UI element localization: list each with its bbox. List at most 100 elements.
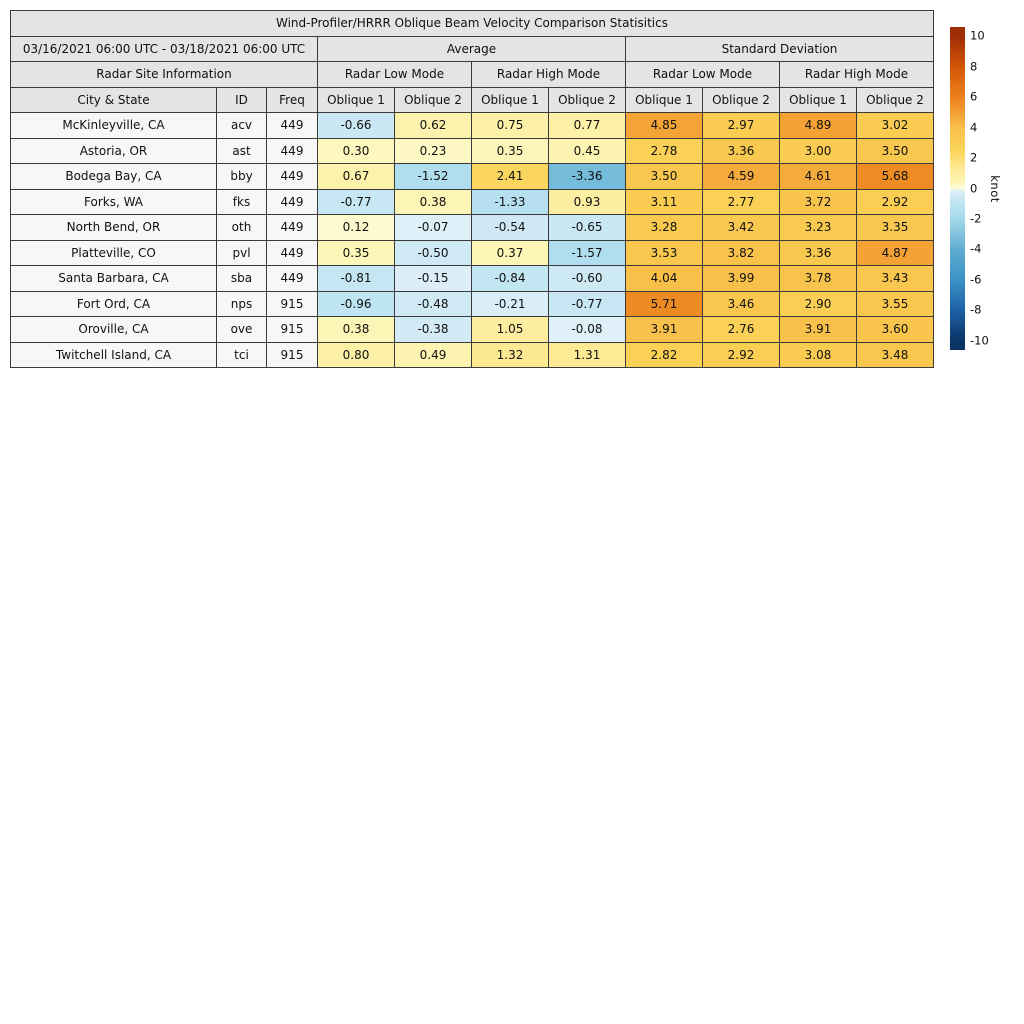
colorbar-tick-label: 10: [970, 28, 985, 43]
value-cell: 2.97: [702, 112, 780, 139]
value-cell: 0.35: [317, 239, 395, 266]
value-cell: 3.60: [856, 316, 934, 343]
group-header-row: 03/16/2021 06:00 UTC - 03/18/2021 06:00 …: [10, 35, 934, 62]
value-cell: 3.08: [779, 341, 857, 368]
id-cell: nps: [216, 290, 267, 317]
value-cell: 3.78: [779, 265, 857, 292]
value-cell: 0.80: [317, 341, 395, 368]
value-cell: 2.92: [702, 341, 780, 368]
id-cell: oth: [216, 214, 267, 241]
oblique1-header: Oblique 1: [779, 86, 857, 113]
city-cell: Bodega Bay, CA: [10, 163, 217, 190]
value-cell: -0.38: [394, 316, 472, 343]
oblique1-header: Oblique 1: [317, 86, 395, 113]
value-cell: -0.77: [317, 188, 395, 215]
value-cell: -0.50: [394, 239, 472, 266]
colorbar-tick-label: 8: [970, 58, 978, 73]
colorbar-tick-label: -4: [970, 241, 982, 256]
value-cell: 3.53: [625, 239, 703, 266]
oblique2-header: Oblique 2: [702, 86, 780, 113]
table-row: Oroville, CA ove 915 0.38 -0.38 1.05 -0.08 3.91…: [10, 316, 934, 343]
city-cell: Astoria, OR: [10, 137, 217, 164]
avg-high-mode-header: Radar High Mode: [471, 61, 626, 88]
value-cell: 3.91: [779, 316, 857, 343]
value-cell: 0.93: [548, 188, 626, 215]
sd-low-mode-header: Radar Low Mode: [625, 61, 780, 88]
value-cell: 4.89: [779, 112, 857, 139]
colorbar-tick-label: 4: [970, 119, 978, 134]
value-cell: 2.90: [779, 290, 857, 317]
colorbar: knot 10 8 6 4 2 0 -2 -4 -6 -8 -10: [950, 27, 1024, 350]
site-info-header: Radar Site Information: [10, 61, 318, 88]
colorbar-tick-label: -8: [970, 302, 982, 317]
id-cell: fks: [216, 188, 267, 215]
value-cell: 3.42: [702, 214, 780, 241]
city-cell: Fort Ord, CA: [10, 290, 217, 317]
id-cell: ast: [216, 137, 267, 164]
id-cell: acv: [216, 112, 267, 139]
value-cell: -0.65: [548, 214, 626, 241]
value-cell: 0.67: [317, 163, 395, 190]
city-cell: North Bend, OR: [10, 214, 217, 241]
value-cell: 3.72: [779, 188, 857, 215]
value-cell: 3.46: [702, 290, 780, 317]
freq-cell: 449: [266, 112, 318, 139]
id-cell: bby: [216, 163, 267, 190]
value-cell: 3.28: [625, 214, 703, 241]
value-cell: 0.30: [317, 137, 395, 164]
value-cell: 3.00: [779, 137, 857, 164]
value-cell: 3.36: [779, 239, 857, 266]
value-cell: -0.96: [317, 290, 395, 317]
value-cell: 0.75: [471, 112, 549, 139]
value-cell: 5.71: [625, 290, 703, 317]
value-cell: 3.36: [702, 137, 780, 164]
colorbar-gradient: [950, 27, 965, 350]
freq-cell: 915: [266, 341, 318, 368]
value-cell: 0.62: [394, 112, 472, 139]
value-cell: -0.48: [394, 290, 472, 317]
title-row: Wind-Profiler/HRRR Oblique Beam Velocity…: [10, 10, 934, 37]
oblique2-header: Oblique 2: [548, 86, 626, 113]
city-cell: McKinleyville, CA: [10, 112, 217, 139]
value-cell: 0.49: [394, 341, 472, 368]
table-row: Platteville, CO pvl 449 0.35 -0.50 0.37 -1.57 3…: [10, 239, 934, 266]
stddev-group-header: Standard Deviation: [625, 35, 934, 62]
avg-low-mode-header: Radar Low Mode: [317, 61, 472, 88]
value-cell: -1.52: [394, 163, 472, 190]
freq-cell: 449: [266, 214, 318, 241]
value-cell: 1.32: [471, 341, 549, 368]
value-cell: 3.50: [625, 163, 703, 190]
colorbar-tick-label: -2: [970, 211, 982, 226]
table-row: Fort Ord, CA nps 915 -0.96 -0.48 -0.21 -0.77 5.…: [10, 290, 934, 317]
table-row: Bodega Bay, CA bby 449 0.67 -1.52 2.41 -3.36 3.…: [10, 163, 934, 190]
value-cell: 0.12: [317, 214, 395, 241]
freq-cell: 449: [266, 188, 318, 215]
city-cell: Twitchell Island, CA: [10, 341, 217, 368]
mode-header-row: Radar Site Information Radar Low Mode Ra…: [10, 61, 934, 88]
value-cell: 0.77: [548, 112, 626, 139]
value-cell: -0.81: [317, 265, 395, 292]
value-cell: -0.07: [394, 214, 472, 241]
value-cell: 3.82: [702, 239, 780, 266]
value-cell: 3.02: [856, 112, 934, 139]
table-row: McKinleyville, CA acv 449 -0.66 0.62 0.75 0.77…: [10, 112, 934, 139]
value-cell: 0.38: [317, 316, 395, 343]
value-cell: 3.48: [856, 341, 934, 368]
freq-cell: 449: [266, 163, 318, 190]
colorbar-tick-label: -6: [970, 272, 982, 287]
column-header-row: City & State ID Freq Oblique 1 Oblique 2…: [10, 86, 934, 113]
value-cell: 0.35: [471, 137, 549, 164]
value-cell: -0.84: [471, 265, 549, 292]
value-cell: -0.54: [471, 214, 549, 241]
value-cell: 1.31: [548, 341, 626, 368]
freq-cell: 449: [266, 265, 318, 292]
oblique1-header: Oblique 1: [625, 86, 703, 113]
colorbar-tick-label: 2: [970, 150, 978, 165]
oblique1-header: Oblique 1: [471, 86, 549, 113]
value-cell: 2.92: [856, 188, 934, 215]
value-cell: -1.57: [548, 239, 626, 266]
colorbar-tick-label: 6: [970, 89, 978, 104]
table-row: Forks, WA fks 449 -0.77 0.38 -1.33 0.93 3.11 2.7…: [10, 188, 934, 215]
table-row: Astoria, OR ast 449 0.30 0.23 0.35 0.45 2.78 3.3…: [10, 137, 934, 164]
